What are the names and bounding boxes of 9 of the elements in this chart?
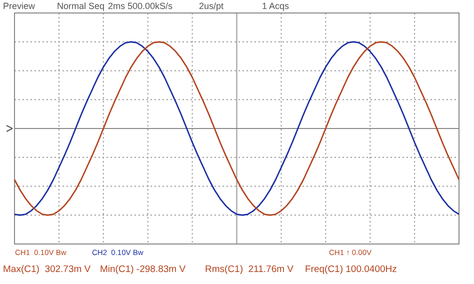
text: 2us/pt <box>199 1 224 11</box>
text: Preview <box>3 1 36 11</box>
text: Rms(C1) 211.76m V <box>205 264 294 275</box>
text: 1 Acqs <box>262 1 290 11</box>
text: Max(C1) 302.73m V <box>3 264 92 275</box>
text: 2ms 500.00kS/s <box>108 1 174 11</box>
text: Freq(C1) 100.0400Hz <box>305 264 398 275</box>
text: Min(C1) -298.83m V <box>100 264 186 275</box>
text: Normal Seq <box>57 1 105 11</box>
